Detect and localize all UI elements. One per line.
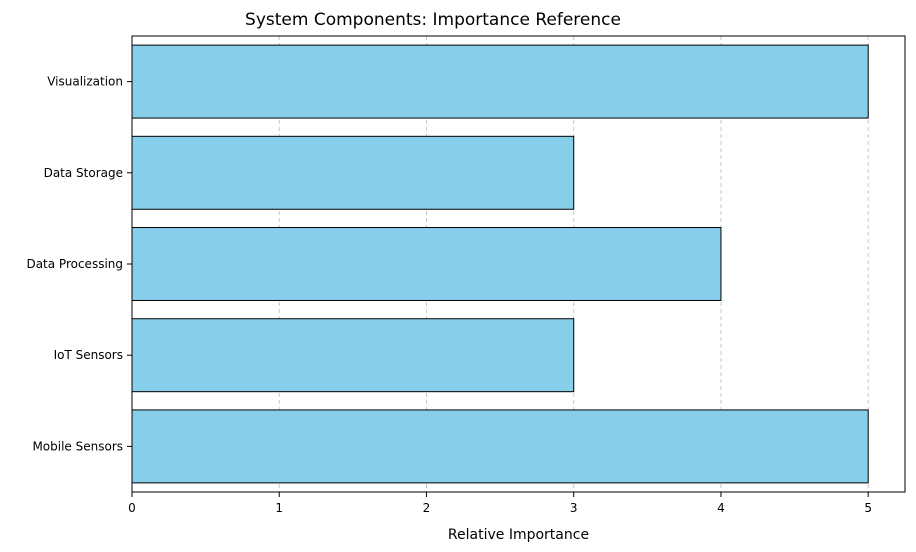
bar-iot-sensors — [131, 318, 575, 393]
x-tick-label: 5 — [864, 501, 872, 515]
y-tick-label: Data Storage — [44, 166, 123, 180]
x-tick-label: 4 — [717, 501, 725, 515]
bar-mobile-sensors — [131, 409, 869, 484]
x-tick-label: 2 — [423, 501, 431, 515]
axes: 0 1 2 3 4 5 Mobile Sensors IoT Sensors Data Proc… — [26, 35, 906, 515]
bars — [131, 44, 869, 484]
x-tick-label: 1 — [275, 501, 283, 515]
bar-visualization — [131, 44, 869, 119]
y-tick-label: Visualization — [47, 75, 123, 89]
chart-title: System Components: Importance Reference — [245, 10, 621, 30]
x-tick-label: 3 — [570, 501, 578, 515]
x-axis-label: Relative Importance — [448, 527, 589, 543]
bar-data-storage — [131, 135, 575, 210]
y-tick-label: Data Processing — [26, 257, 123, 271]
bar-data-processing — [131, 227, 722, 301]
y-tick-label: Mobile Sensors — [32, 439, 123, 453]
x-tick-label: 0 — [128, 501, 136, 515]
y-tick-label: IoT Sensors — [54, 348, 123, 362]
